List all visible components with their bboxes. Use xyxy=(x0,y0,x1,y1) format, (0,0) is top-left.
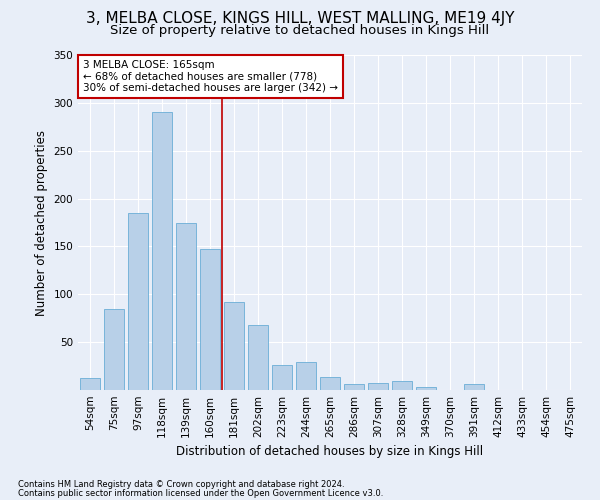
Bar xyxy=(104,308,124,390)
Bar xyxy=(80,378,100,390)
Text: Contains public sector information licensed under the Open Government Licence v3: Contains public sector information licen… xyxy=(18,489,383,498)
Bar xyxy=(200,250,220,390)
Text: 3 MELBA CLOSE: 165sqm
← 68% of detached houses are smaller (778)
30% of semi-det: 3 MELBA CLOSE: 165sqm ← 68% of detached … xyxy=(83,60,338,93)
Bar xyxy=(344,384,364,390)
Text: Size of property relative to detached houses in Kings Hill: Size of property relative to detached ho… xyxy=(110,24,490,37)
Bar xyxy=(248,325,268,390)
Bar xyxy=(416,387,436,390)
Bar xyxy=(464,384,484,390)
Text: 3, MELBA CLOSE, KINGS HILL, WEST MALLING, ME19 4JY: 3, MELBA CLOSE, KINGS HILL, WEST MALLING… xyxy=(86,12,514,26)
Bar xyxy=(296,362,316,390)
Bar xyxy=(128,213,148,390)
Bar xyxy=(392,382,412,390)
Bar xyxy=(152,112,172,390)
Bar xyxy=(368,384,388,390)
Bar xyxy=(320,376,340,390)
Text: Contains HM Land Registry data © Crown copyright and database right 2024.: Contains HM Land Registry data © Crown c… xyxy=(18,480,344,489)
X-axis label: Distribution of detached houses by size in Kings Hill: Distribution of detached houses by size … xyxy=(176,446,484,458)
Y-axis label: Number of detached properties: Number of detached properties xyxy=(35,130,48,316)
Bar xyxy=(224,302,244,390)
Bar xyxy=(272,365,292,390)
Bar xyxy=(176,222,196,390)
